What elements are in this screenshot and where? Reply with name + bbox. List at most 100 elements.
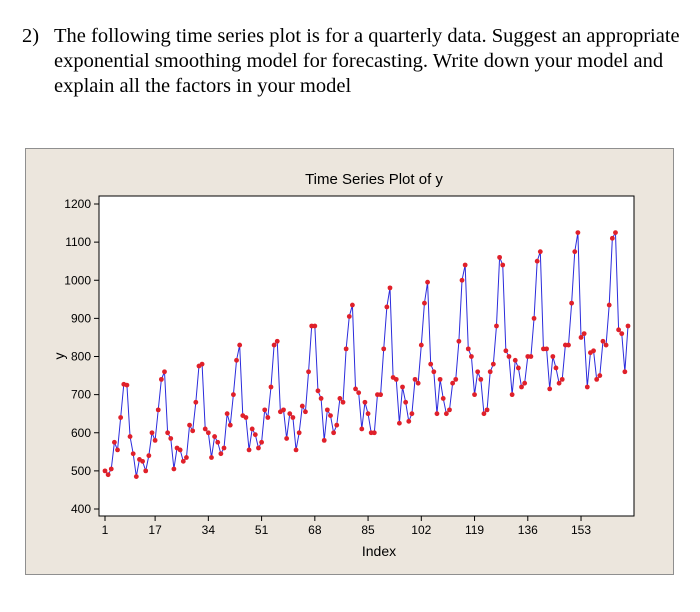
data-point-168 <box>625 323 631 329</box>
data-point-73 <box>328 413 333 418</box>
data-point-52 <box>262 407 268 413</box>
data-point-129 <box>503 348 509 354</box>
data-point-82 <box>356 390 362 396</box>
y-tick-label-1000: 1000 <box>64 273 91 287</box>
data-point-70 <box>318 396 324 401</box>
data-point-97 <box>403 399 409 405</box>
data-point-127 <box>497 254 502 260</box>
data-point-42 <box>231 392 236 398</box>
data-point-39 <box>221 445 227 451</box>
data-point-154 <box>581 331 587 337</box>
data-point-146 <box>556 380 562 386</box>
data-point-104 <box>425 279 430 285</box>
data-point-122 <box>481 411 487 417</box>
data-point-89 <box>378 392 383 398</box>
data-point-166 <box>619 331 625 337</box>
data-point-111 <box>447 407 452 413</box>
data-point-105 <box>428 361 434 367</box>
data-point-160 <box>600 338 606 344</box>
question-line-3: explain all the factors in your model <box>54 75 352 97</box>
data-point-23 <box>171 466 177 472</box>
data-point-85 <box>365 411 371 417</box>
x-tick-label-1: 1 <box>102 523 109 537</box>
chart-title: Time Series Plot of y <box>305 171 443 188</box>
data-point-30 <box>193 399 199 405</box>
y-tick-label-700: 700 <box>71 388 91 402</box>
data-point-158 <box>594 376 600 382</box>
x-tick-label-102: 102 <box>411 523 431 537</box>
data-point-107 <box>434 411 440 417</box>
data-point-114 <box>456 338 462 344</box>
y-tick-label-900: 900 <box>71 311 91 325</box>
data-point-144 <box>550 354 556 359</box>
x-tick-label-136: 136 <box>518 523 538 537</box>
data-point-75 <box>334 422 340 428</box>
data-point-44 <box>237 342 243 348</box>
data-point-133 <box>515 365 521 371</box>
data-point-110 <box>443 411 449 417</box>
data-point-81 <box>353 386 358 392</box>
data-point-5 <box>115 447 120 453</box>
data-point-6 <box>118 415 124 420</box>
data-point-167 <box>622 369 628 375</box>
data-point-90 <box>381 346 387 352</box>
data-point-161 <box>603 342 609 348</box>
data-point-56 <box>274 338 280 344</box>
data-point-77 <box>340 399 346 405</box>
data-point-106 <box>431 369 437 375</box>
x-tick-label-34: 34 <box>202 523 216 537</box>
data-point-59 <box>284 436 290 441</box>
data-point-138 <box>531 315 537 321</box>
data-point-94 <box>393 376 399 382</box>
data-point-26 <box>180 458 186 464</box>
question-number: 2) <box>22 25 40 47</box>
data-point-20 <box>162 369 167 375</box>
data-point-1 <box>102 468 108 474</box>
data-point-159 <box>597 373 603 378</box>
data-point-50 <box>256 445 261 451</box>
data-point-4 <box>111 439 117 445</box>
y-tick-label-600: 600 <box>71 426 91 440</box>
data-point-118 <box>469 354 474 359</box>
data-point-62 <box>293 447 299 453</box>
data-point-27 <box>184 455 189 460</box>
data-point-17 <box>152 437 158 443</box>
series-y <box>102 230 631 479</box>
data-point-152 <box>575 230 581 235</box>
data-point-8 <box>124 382 130 388</box>
data-point-14 <box>143 468 149 474</box>
data-point-53 <box>265 415 271 420</box>
data-point-157 <box>591 348 596 354</box>
data-point-149 <box>566 342 571 348</box>
data-point-91 <box>384 304 390 310</box>
data-point-46 <box>243 415 249 420</box>
data-point-132 <box>512 357 518 363</box>
data-point-33 <box>202 426 208 432</box>
data-point-22 <box>168 436 174 441</box>
data-point-29 <box>190 428 196 434</box>
x-axis-label: Index <box>362 543 396 559</box>
y-axis: 400 500 600 700 800 900 1000 1100 1200 <box>64 197 99 516</box>
data-point-140 <box>537 249 543 255</box>
data-point-112 <box>450 380 456 386</box>
data-point-165 <box>616 327 622 333</box>
data-point-60 <box>287 411 293 417</box>
y-tick-label-400: 400 <box>71 502 91 516</box>
data-point-51 <box>259 439 264 445</box>
x-tick-label-153: 153 <box>571 523 591 537</box>
data-point-145 <box>553 365 559 371</box>
data-point-117 <box>465 346 471 352</box>
y-axis-label: y <box>51 353 67 360</box>
data-point-109 <box>440 396 446 401</box>
data-point-123 <box>484 407 490 413</box>
data-point-139 <box>534 258 540 264</box>
question-block: 2) The following time series plot is for… <box>22 24 692 99</box>
data-point-25 <box>177 447 183 453</box>
data-point-63 <box>296 430 302 436</box>
data-point-54 <box>268 384 274 390</box>
x-tick-label-85: 85 <box>361 523 375 537</box>
data-point-155 <box>584 384 590 390</box>
data-point-116 <box>462 262 468 268</box>
question-line-1: The following time series plot is for a … <box>54 25 680 47</box>
data-point-134 <box>519 384 524 390</box>
